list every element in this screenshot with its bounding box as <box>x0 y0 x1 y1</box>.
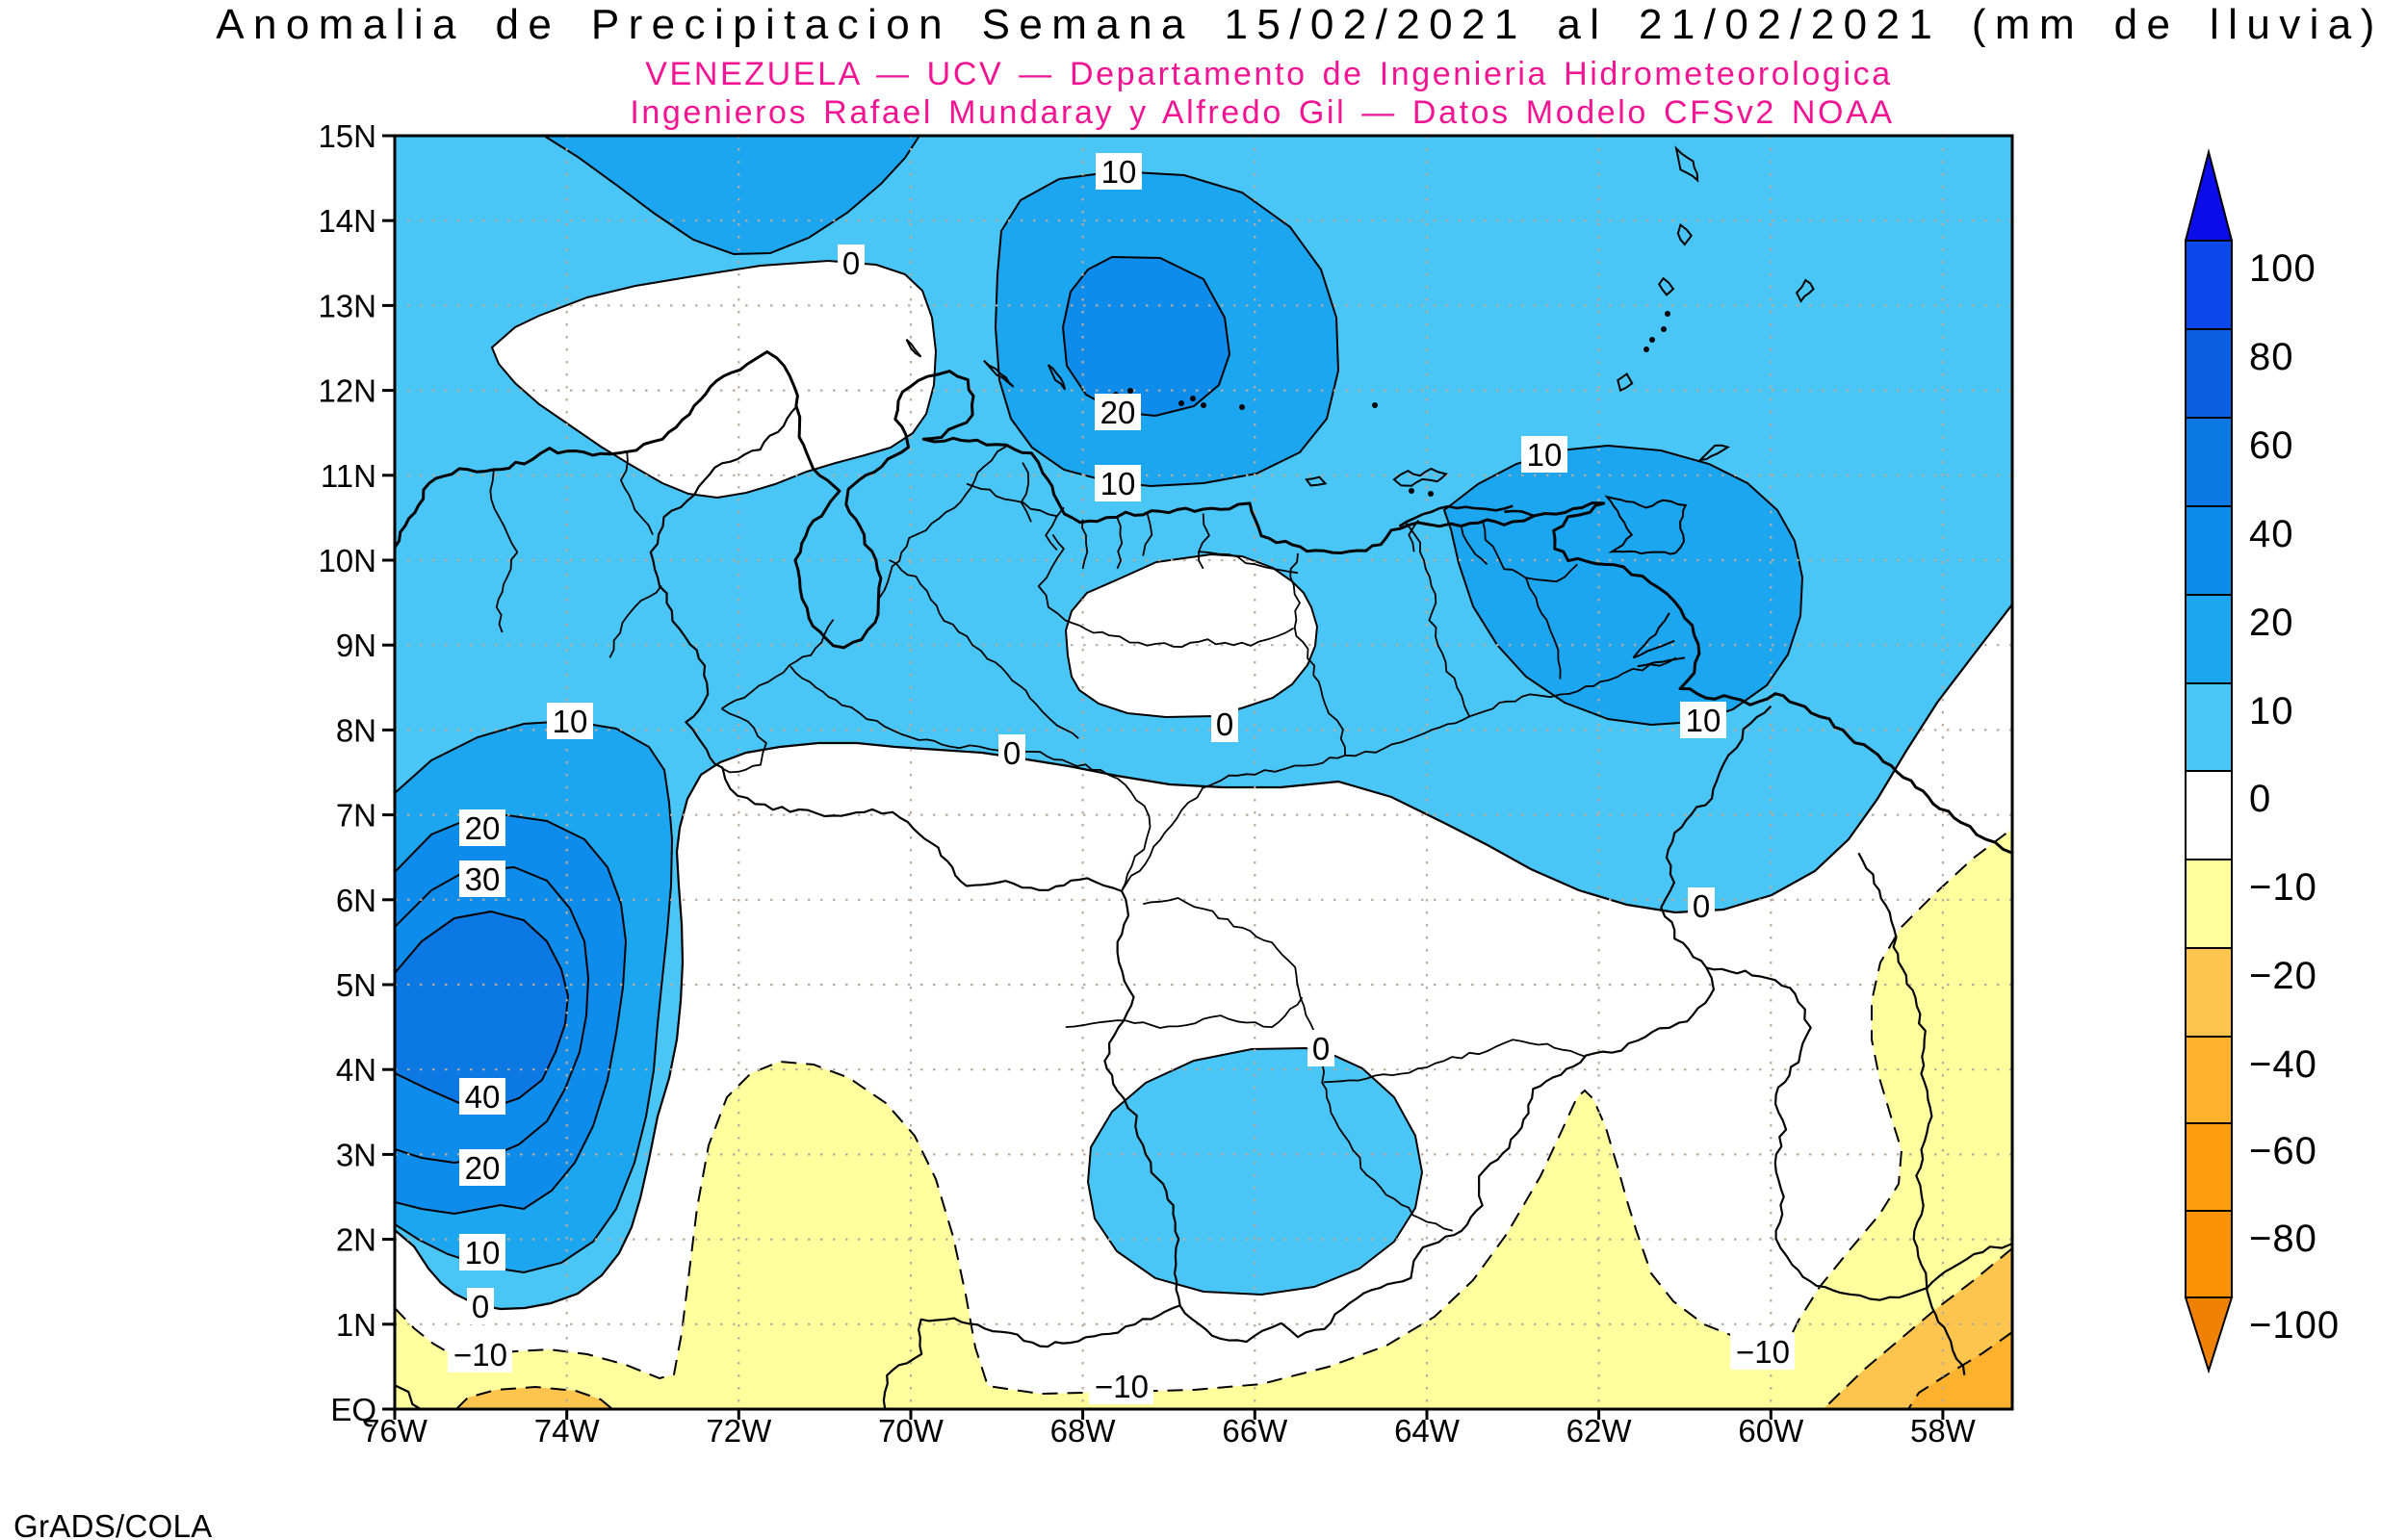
svg-text:−80: −80 <box>2249 1218 2317 1260</box>
svg-text:12N: 12N <box>318 373 376 409</box>
svg-text:20: 20 <box>2249 602 2294 644</box>
svg-text:4N: 4N <box>336 1052 376 1088</box>
svg-text:10: 10 <box>1686 703 1721 738</box>
svg-text:2N: 2N <box>336 1222 376 1258</box>
svg-text:9N: 9N <box>336 628 376 663</box>
svg-text:10: 10 <box>553 704 588 739</box>
svg-text:−10: −10 <box>1736 1334 1790 1370</box>
svg-text:−10: −10 <box>2249 866 2317 909</box>
svg-text:10: 10 <box>1100 466 1136 501</box>
svg-text:20: 20 <box>465 1150 501 1186</box>
svg-text:8N: 8N <box>336 712 376 748</box>
svg-text:15N: 15N <box>318 118 376 154</box>
svg-text:0: 0 <box>1693 888 1710 924</box>
svg-text:EQ: EQ <box>330 1392 376 1427</box>
svg-text:−60: −60 <box>2249 1130 2317 1172</box>
svg-text:0: 0 <box>2249 778 2271 820</box>
svg-text:0: 0 <box>1003 735 1021 771</box>
svg-text:3N: 3N <box>336 1137 376 1172</box>
svg-text:−40: −40 <box>2249 1043 2317 1086</box>
svg-text:Ingenieros Rafael Mundaray y A: Ingenieros Rafael Mundaray y Alfredo Gil… <box>630 94 1894 131</box>
svg-text:6N: 6N <box>336 883 376 918</box>
svg-text:−100: −100 <box>2249 1304 2340 1347</box>
svg-text:10: 10 <box>1101 154 1137 190</box>
svg-text:−10: −10 <box>1095 1369 1149 1404</box>
svg-text:10: 10 <box>465 1235 501 1270</box>
svg-text:1N: 1N <box>336 1307 376 1343</box>
svg-text:0: 0 <box>1216 706 1233 742</box>
svg-text:−20: −20 <box>2249 955 2317 997</box>
svg-text:14N: 14N <box>318 203 376 239</box>
svg-text:10: 10 <box>2249 690 2294 732</box>
svg-text:10N: 10N <box>318 543 376 578</box>
svg-text:−10: −10 <box>453 1337 507 1373</box>
svg-text:40: 40 <box>465 1079 501 1115</box>
svg-text:11N: 11N <box>321 458 376 494</box>
svg-text:0: 0 <box>842 245 860 281</box>
svg-text:GrADS/COLA: GrADS/COLA <box>13 1508 213 1540</box>
svg-text:13N: 13N <box>318 288 376 323</box>
svg-text:VENEZUELA — UCV — Departamento: VENEZUELA — UCV — Departamento de Ingeni… <box>645 56 1892 92</box>
svg-text:5N: 5N <box>336 967 376 1003</box>
svg-text:80: 80 <box>2249 336 2294 378</box>
svg-text:20: 20 <box>1100 395 1136 430</box>
svg-text:10: 10 <box>1527 437 1563 473</box>
svg-text:0: 0 <box>1312 1031 1330 1066</box>
svg-text:60: 60 <box>2249 424 2294 467</box>
svg-text:40: 40 <box>2249 513 2294 555</box>
svg-text:7N: 7N <box>336 798 376 834</box>
svg-text:0: 0 <box>472 1289 489 1324</box>
svg-text:20: 20 <box>465 810 501 846</box>
svg-text:30: 30 <box>465 861 501 897</box>
svg-text:Anomalia de Precipitacion Sema: Anomalia de Precipitacion Semana 15/02/2… <box>216 1 2383 48</box>
svg-text:100: 100 <box>2249 247 2316 290</box>
